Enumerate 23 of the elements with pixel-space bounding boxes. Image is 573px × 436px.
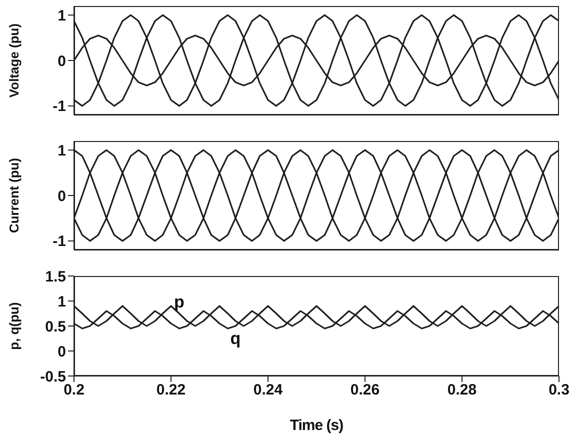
y-tick-label: 1 bbox=[58, 7, 66, 24]
y-tick-label: 0 bbox=[58, 188, 66, 205]
x-tick-label: 0.2 bbox=[64, 382, 84, 399]
x-tick-label: 0.3 bbox=[548, 382, 570, 399]
y-tick-label: 0 bbox=[58, 343, 66, 360]
y-tick-label: 1 bbox=[58, 293, 66, 310]
y-tick-label: -0.5 bbox=[40, 368, 66, 386]
x-tick-label: 0.24 bbox=[253, 382, 284, 399]
x-tick-label: 0.26 bbox=[350, 382, 380, 399]
y-tick-label: 1 bbox=[58, 142, 66, 160]
y-tick-label: -1 bbox=[52, 233, 66, 250]
y-axis-title: p, q(pu) bbox=[6, 302, 22, 350]
y-tick-label: 0.5 bbox=[45, 318, 66, 336]
x-axis-title: Time (s) bbox=[290, 417, 344, 434]
series-label: q bbox=[230, 329, 241, 348]
y-tick-label: 1.5 bbox=[45, 268, 66, 286]
series-label: p bbox=[174, 292, 184, 312]
y-axis-title: Voltage (pu) bbox=[6, 23, 22, 98]
y-tick-label: -1 bbox=[52, 98, 66, 116]
y-tick-label: 0 bbox=[58, 52, 66, 70]
y-axis-title: Current (pu) bbox=[6, 158, 22, 234]
x-tick-label: 0.28 bbox=[447, 382, 477, 399]
x-tick-label: 0.22 bbox=[156, 382, 186, 399]
